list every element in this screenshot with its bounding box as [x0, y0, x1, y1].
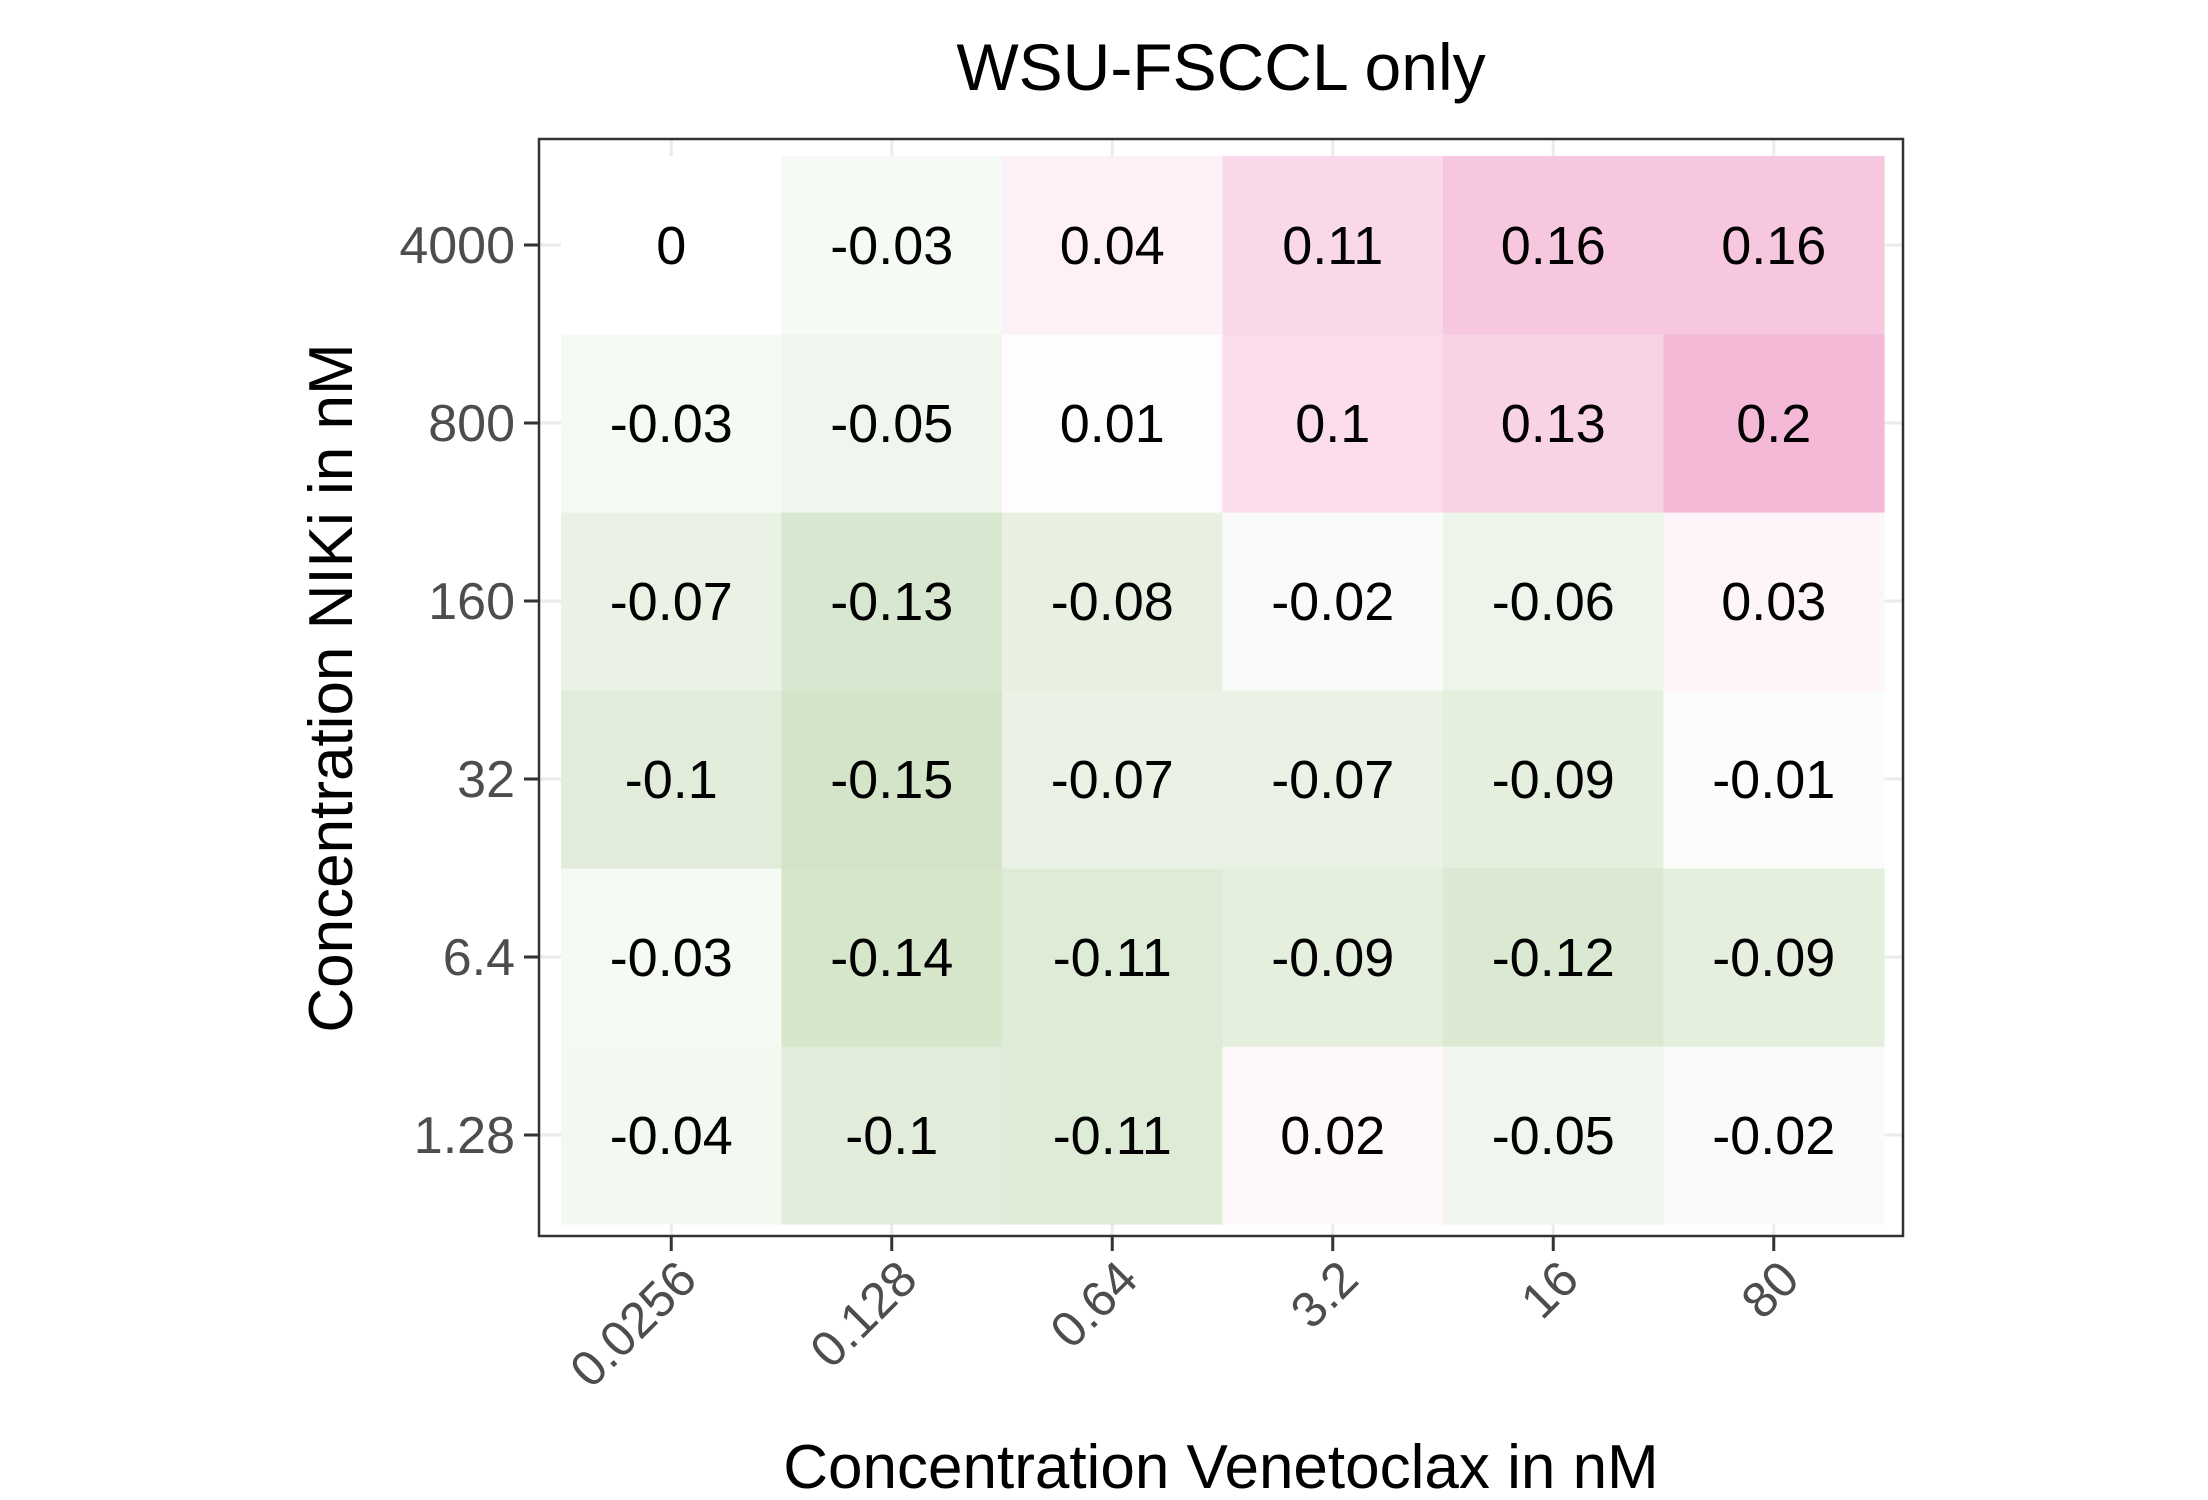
heatmap-cells: [561, 156, 1885, 1225]
cell-value-label: 0.01: [1060, 394, 1165, 454]
cell-value-label: -0.03: [610, 928, 733, 988]
x-axis-ticks: 0.0256 0.128 0.64 3.2 16 80: [559, 1236, 1810, 1398]
cell-value-label: 0.04: [1060, 216, 1165, 276]
heatmap-cell: [781, 868, 1003, 1047]
cell-value-label: 0.03: [1721, 572, 1826, 632]
cell-value-label: 0: [656, 216, 686, 276]
heatmap-cell: [1002, 156, 1224, 335]
cell-value-labels: -0.04 -0.1 -0.11 0.02 -0.05 -0.02 -0.03 -0.14 -0…: [610, 216, 1836, 1166]
cell-value-label: -0.03: [830, 216, 953, 276]
cell-value-label: -0.14: [830, 928, 953, 988]
cell-value-label: -0.09: [1271, 928, 1394, 988]
cell-value-label: 0.16: [1501, 216, 1606, 276]
x-axis-title: Concentration Venetoclax in nM: [783, 1433, 1658, 1495]
heatmap-cell: [1443, 868, 1665, 1047]
heatmap-cell: [561, 1046, 783, 1225]
x-tick-label: 0.64: [1040, 1250, 1148, 1358]
y-tick-label: 160: [428, 573, 515, 631]
heatmap-cell: [1663, 512, 1885, 691]
heatmap-cell: [1443, 690, 1665, 869]
x-tick-label: 80: [1731, 1250, 1810, 1329]
cell-value-label: -0.11: [1053, 928, 1172, 988]
cell-value-label: -0.15: [830, 750, 953, 810]
cell-value-label: -0.1: [845, 1106, 938, 1166]
heatmap-cell: [561, 512, 783, 691]
y-tick-label: 1.28: [414, 1107, 515, 1165]
cell-value-label: -0.09: [1492, 750, 1615, 810]
cell-value-label: -0.04: [610, 1106, 733, 1166]
cell-value-label: 0.16: [1721, 216, 1826, 276]
x-tick-label: 0.0256: [559, 1250, 707, 1398]
cell-value-label: -0.06: [1492, 572, 1615, 632]
chart-title: WSU-FSCCL only: [956, 30, 1485, 104]
y-tick-label: 32: [457, 751, 515, 809]
heatmap-cell: [1663, 334, 1885, 513]
cell-value-label: 0.02: [1280, 1106, 1385, 1166]
heatmap-cell: [1663, 868, 1885, 1047]
heatmap-cell: [1663, 690, 1885, 869]
heatmap-cell: [781, 1046, 1003, 1225]
cell-value-label: -0.02: [1271, 572, 1394, 632]
heatmap-cell: [1222, 868, 1444, 1047]
y-axis-title: Concentration NIKi in nM: [297, 343, 366, 1032]
heatmap-cell: [561, 156, 783, 335]
panel-border: [537, 137, 1905, 1238]
heatmap-cell: [1663, 1046, 1885, 1225]
cell-value-label: 0.1: [1295, 394, 1370, 454]
cell-value-label: -0.05: [1492, 1106, 1615, 1166]
cell-value-label: 0.2: [1736, 394, 1811, 454]
cell-value-label: -0.02: [1712, 1106, 1835, 1166]
heatmap-cell: [1443, 156, 1665, 335]
heatmap-cell: [1222, 690, 1444, 869]
heatmap-cell: [781, 512, 1003, 691]
heatmap-cell: [561, 690, 783, 869]
cell-value-label: -0.03: [610, 394, 733, 454]
heatmap-cell: [1443, 512, 1665, 691]
cell-value-label: -0.07: [610, 572, 733, 632]
cell-value-label: -0.07: [1271, 750, 1394, 810]
heatmap-cell: [781, 156, 1003, 335]
heatmap-cell: [1663, 156, 1885, 335]
heatmap-cell: [1002, 868, 1224, 1047]
heatmap-cell: [561, 868, 783, 1047]
heatmap-cell: [1222, 512, 1444, 691]
heatmap-cell: [561, 334, 783, 513]
heatmap-cell: [1002, 334, 1224, 513]
cell-value-label: -0.01: [1712, 750, 1835, 810]
y-tick-label: 6.4: [443, 929, 515, 987]
x-tick-label: 0.128: [799, 1250, 927, 1378]
cell-value-label: 0.11: [1282, 216, 1383, 276]
cell-value-label: -0.07: [1051, 750, 1174, 810]
heatmap-cell: [1443, 1046, 1665, 1225]
x-tick-label: 16: [1510, 1250, 1589, 1329]
cell-value-label: -0.05: [830, 394, 953, 454]
heatmap-cell: [1002, 690, 1224, 869]
heatmap-cell: [1222, 156, 1444, 335]
cell-value-label: -0.13: [830, 572, 953, 632]
heatmap-cell: [1222, 1046, 1444, 1225]
cell-value-label: -0.12: [1492, 928, 1615, 988]
y-tick-label: 800: [428, 395, 515, 453]
heatmap-cell: [1222, 334, 1444, 513]
cell-value-label: -0.09: [1712, 928, 1835, 988]
heatmap-cell: [1443, 334, 1665, 513]
cell-value-label: -0.11: [1053, 1106, 1172, 1166]
heatmap-cell: [1002, 1046, 1224, 1225]
heatmap-cell: [781, 690, 1003, 869]
y-axis-ticks: 1.28 6.4 32 160 800 4000: [399, 217, 539, 1165]
cell-value-label: -0.08: [1051, 572, 1174, 632]
heatmap-cell: [781, 334, 1003, 513]
cell-value-label: -0.1: [625, 750, 718, 810]
cell-value-label: 0.13: [1501, 394, 1606, 454]
x-tick-label: 3.2: [1280, 1250, 1369, 1339]
heatmap-cell: [1002, 512, 1224, 691]
y-tick-label: 4000: [399, 217, 515, 275]
